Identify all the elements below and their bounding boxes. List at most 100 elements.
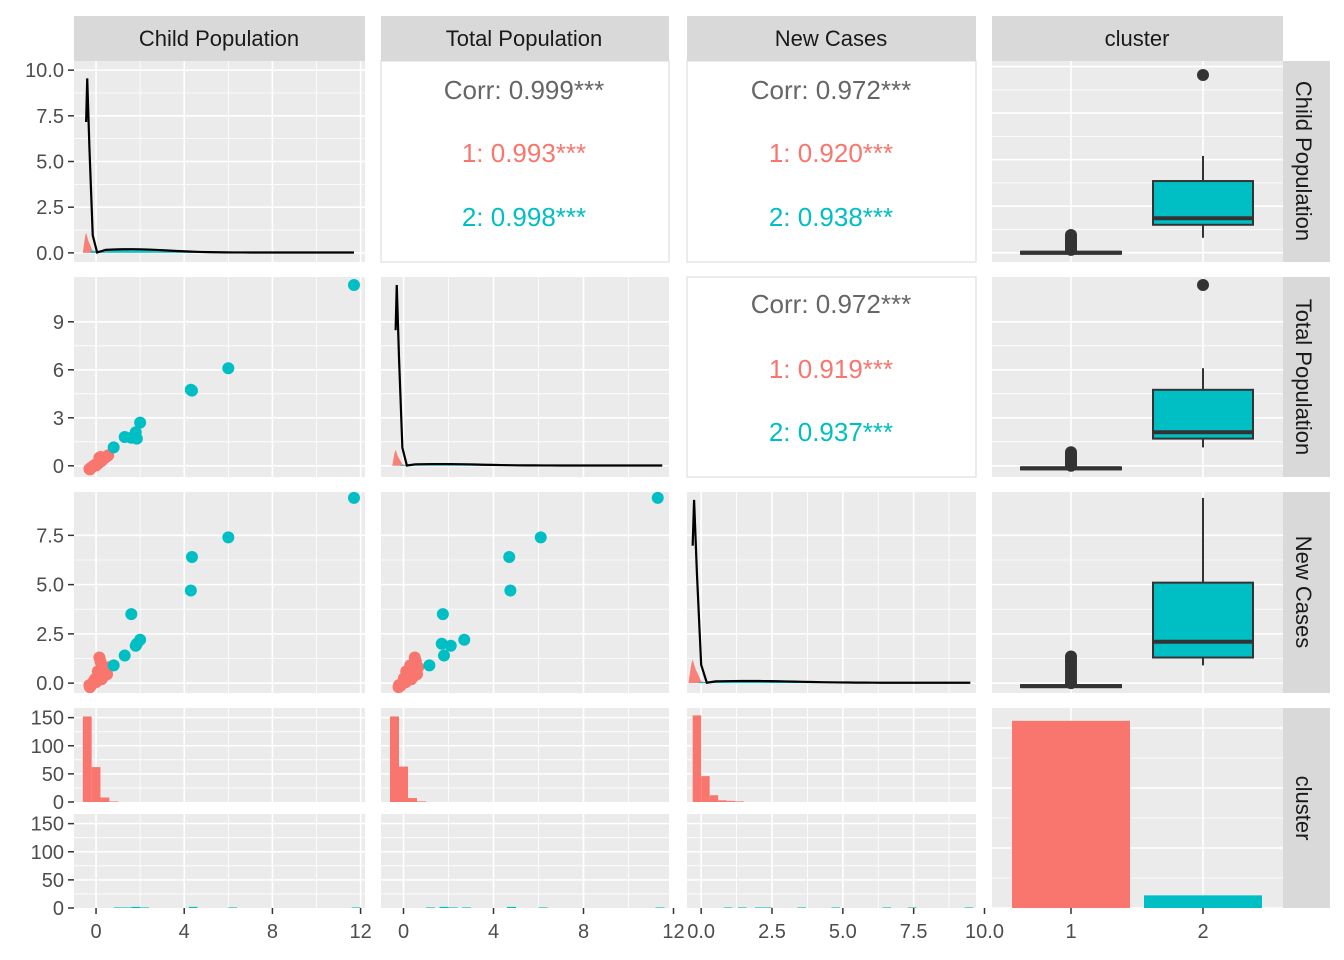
hist-bar-newcases-c1-0 [692,715,702,802]
panel-bg-1-1 [381,277,669,477]
marks-layer [82,68,1262,908]
corr-cell-newcases-total: Corr: 0.972*** 1: 0.919*** 2: 0.937*** [751,289,911,447]
hist-bar-newcases-c2-3 [763,907,772,908]
point-c2-child-total-4 [134,416,147,429]
xtick-label-col2-0: 0.0 [687,921,715,943]
ytick-label-row4b-2: 100 [31,842,64,864]
panel-bg-0-3 [992,61,1283,262]
xtick-label-col1-3: 12 [662,921,684,943]
strip-row-new-cases: New Cases [1291,536,1316,648]
ytick-label-row3-1: 2.5 [36,624,64,646]
axes-layer: 0.02.55.07.510.003690.02.55.07.505010015… [25,60,1209,943]
hist-bar-total-c2-6 [655,907,665,908]
point-c2-child-total-1 [222,362,235,375]
xtick-label-col2-2: 5.0 [829,921,857,943]
ytick-label-row4b-1: 50 [42,870,64,892]
hist-bar-child-c2-3 [140,907,149,908]
xtick-label-col1-1: 4 [488,921,499,943]
hist-bar-newcases-c2-6 [882,907,891,908]
panels-layer [74,60,1283,909]
density-cluster1-1 [392,449,407,466]
hist-bar-total-c1-1 [399,766,408,802]
ytick-label-row2-2: 6 [53,360,64,382]
panel-bg-1-3 [992,277,1283,477]
strip-row-cluster: cluster [1291,776,1316,841]
point-c2-total-newcases-2 [503,551,516,564]
density-overall-0 [85,78,354,254]
strip-col-child-population: Child Population [139,26,299,51]
hist-bar-total-c2-5 [538,907,548,908]
point-c2-child-newcases-9 [107,659,120,672]
point-c2-total-newcases-5 [444,639,457,652]
strip-row-child-population: Child Population [1291,81,1316,241]
corr-cell-newcases-child: Corr: 0.972*** 1: 0.920*** 2: 0.938*** [751,75,911,232]
strip-bg-col-1 [381,16,669,61]
hist-bar-child-c1-0 [82,716,92,802]
hist-bar-total-c1-2 [408,798,417,802]
hist-bar-newcases-c2-2 [755,907,764,908]
strip-bg-row-2 [1283,492,1330,693]
point-c2-child-total-9 [107,441,120,454]
density-cluster1-2 [688,659,707,684]
strip-bg-row-3 [1283,708,1330,908]
strip-col-cluster: cluster [1105,26,1170,51]
xtick-label-col2-4: 10.0 [965,921,1004,943]
ytick-label-row1-0: 0.0 [36,243,64,265]
xtick-label-cluster-0: 1 [1065,921,1076,943]
hist-bar-newcases-c1-3 [718,800,727,802]
hist-bar-total-c2-2 [448,907,458,908]
xtick-label-col0-0: 0 [90,921,101,943]
corr-overall-total-child: Corr: 0.999*** [444,75,604,105]
point-c2-child-newcases-1 [222,531,235,544]
hist-bar-newcases-c2-7 [908,907,917,908]
bar-cluster-2 [1144,895,1262,908]
point-c1-child-total-24 [95,455,108,467]
box-body-newcases-c2 [1152,581,1254,659]
hist-bar-newcases-c2-8 [964,907,974,908]
bar-cluster-1 [1012,720,1130,908]
hist-bar-newcases-c2-0 [723,907,733,908]
hist-bar-child-c2-4 [188,906,198,908]
point-c2-total-newcases-3 [504,584,517,597]
point-c2-child-total-8 [130,432,143,445]
density-cluster2-0 [90,249,354,253]
hist-bar-total-c1-3 [417,801,426,802]
ytick-label-row1-2: 5.0 [36,152,64,174]
corr-cluster2-newcases-total: 2: 0.937*** [769,417,893,447]
ytick-label-row4a-2: 100 [31,736,64,758]
ytick-label-row2-0: 0 [53,456,64,478]
strip-bg-row-1 [1283,277,1330,477]
point-c2-child-newcases-0 [347,491,360,504]
point-c1-total-newcases-24 [404,659,417,672]
hist-bar-total-c2-3 [462,907,471,908]
ytick-label-row1-3: 7.5 [36,106,64,128]
xtick-label-cluster-1: 2 [1197,921,1208,943]
hist-bar-newcases-c1-5 [735,801,744,802]
box-outlier-child-c1-8 [1065,229,1077,242]
hist-bar-child-c1-2 [100,797,110,802]
corr-cluster2-total-child: 2: 0.998*** [462,202,586,232]
ytick-label-row4a-1: 50 [42,764,64,786]
box-outlier-total-c2-0 [1197,279,1209,291]
hist-bar-child-c1-1 [91,767,101,802]
corr-cell-total-child: Corr: 0.999*** 1: 0.993*** 2: 0.998*** [444,75,604,232]
point-c2-total-newcases-6 [436,608,449,621]
xtick-label-col0-2: 8 [267,921,278,943]
xtick-label-col1-0: 0 [398,921,409,943]
ytick-label-row4b-3: 150 [31,814,64,836]
hist-bar-child-c2-2 [131,906,141,908]
hist-bar-child-c2-6 [351,907,361,908]
point-c2-total-newcases-4 [458,633,471,646]
xtick-label-col0-3: 12 [349,921,371,943]
hist-bar-newcases-c1-2 [709,795,719,802]
corr-panel-0-2 [686,60,977,263]
corr-overall-newcases-total: Corr: 0.972*** [751,289,911,319]
point-c2-total-newcases-0 [651,491,664,504]
point-c2-total-newcases-8 [435,637,448,650]
ytick-label-row1-4: 10.0 [25,60,64,82]
density-overall-1 [394,284,663,467]
point-c2-total-newcases-7 [438,649,450,662]
hist-bar-newcases-c1-4 [726,800,736,802]
strip-bg-col-2 [687,16,976,61]
